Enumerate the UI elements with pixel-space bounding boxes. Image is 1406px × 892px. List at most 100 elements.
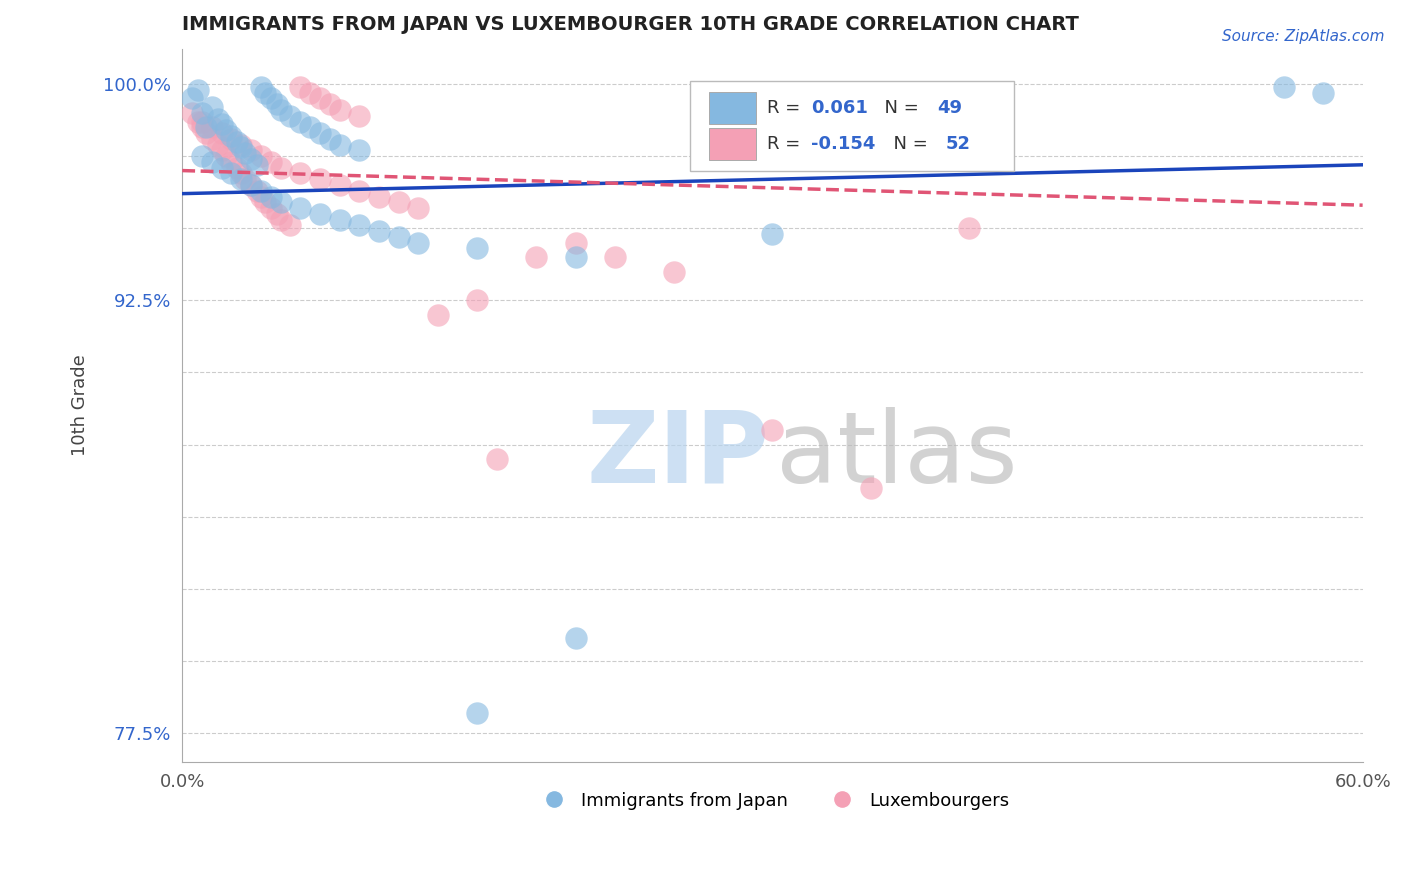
Point xyxy=(761,423,783,437)
Point xyxy=(211,126,233,140)
Point xyxy=(250,79,273,94)
Point xyxy=(211,161,233,175)
Point xyxy=(349,219,371,233)
Point xyxy=(260,189,283,203)
Point xyxy=(270,212,292,227)
Point xyxy=(233,146,256,161)
Point xyxy=(233,172,256,186)
Point xyxy=(240,144,263,158)
Point xyxy=(564,631,586,645)
Point xyxy=(250,184,273,198)
Point xyxy=(231,172,253,186)
Point xyxy=(290,79,312,94)
Text: R =: R = xyxy=(766,135,806,153)
Point xyxy=(201,132,224,146)
Point xyxy=(191,149,214,163)
Point xyxy=(349,109,371,123)
Point xyxy=(603,250,626,264)
Point xyxy=(240,178,263,192)
Point xyxy=(465,706,488,720)
Point xyxy=(231,137,253,152)
Point xyxy=(329,137,352,152)
Point xyxy=(194,126,217,140)
Point xyxy=(309,91,332,105)
Point xyxy=(280,109,302,123)
Point xyxy=(662,264,685,278)
Text: ZIP: ZIP xyxy=(586,407,769,504)
Point xyxy=(270,103,292,117)
Point xyxy=(246,184,269,198)
Y-axis label: 10th Grade: 10th Grade xyxy=(72,355,89,457)
Point xyxy=(187,114,209,128)
Text: R =: R = xyxy=(766,99,806,117)
Point xyxy=(211,117,233,131)
Point xyxy=(309,207,332,221)
Text: Source: ZipAtlas.com: Source: ZipAtlas.com xyxy=(1222,29,1385,44)
Point xyxy=(368,189,391,203)
Point xyxy=(408,235,430,250)
Point xyxy=(1312,86,1334,100)
Point xyxy=(299,120,322,135)
Point xyxy=(260,201,283,215)
Point xyxy=(957,221,980,235)
Text: -0.154: -0.154 xyxy=(811,135,876,153)
Point xyxy=(226,135,249,149)
Text: IMMIGRANTS FROM JAPAN VS LUXEMBOURGER 10TH GRADE CORRELATION CHART: IMMIGRANTS FROM JAPAN VS LUXEMBOURGER 10… xyxy=(183,15,1080,34)
Text: N =: N = xyxy=(873,99,924,117)
Point xyxy=(349,144,371,158)
Point xyxy=(221,166,243,180)
Point xyxy=(299,86,322,100)
Legend: Immigrants from Japan, Luxembourgers: Immigrants from Japan, Luxembourgers xyxy=(529,784,1017,817)
Point xyxy=(181,91,204,105)
Point xyxy=(240,152,263,166)
Point xyxy=(524,250,547,264)
Point xyxy=(270,195,292,210)
Point xyxy=(270,161,292,175)
Point xyxy=(253,195,276,210)
Point xyxy=(191,114,214,128)
Point xyxy=(187,83,209,97)
Point xyxy=(408,201,430,215)
Point xyxy=(260,155,283,169)
Point xyxy=(388,195,411,210)
Text: 49: 49 xyxy=(938,99,963,117)
Point xyxy=(221,128,243,143)
FancyBboxPatch shape xyxy=(690,81,1014,170)
Point xyxy=(221,132,243,146)
Point xyxy=(231,166,253,180)
Point xyxy=(465,293,488,308)
Point xyxy=(388,230,411,244)
Point xyxy=(319,97,342,112)
Point xyxy=(319,132,342,146)
Point xyxy=(253,86,276,100)
Point xyxy=(250,189,273,203)
Point xyxy=(207,112,229,126)
Point xyxy=(260,91,283,105)
FancyBboxPatch shape xyxy=(709,93,756,124)
Point xyxy=(329,212,352,227)
Point xyxy=(859,481,882,495)
Point xyxy=(181,106,204,120)
Point xyxy=(564,250,586,264)
Point xyxy=(368,224,391,238)
Point xyxy=(250,149,273,163)
Point xyxy=(290,166,312,180)
Point xyxy=(309,172,332,186)
Text: N =: N = xyxy=(882,135,934,153)
Point xyxy=(240,178,263,192)
Point xyxy=(194,120,217,135)
Point xyxy=(211,144,233,158)
Point xyxy=(427,308,450,322)
Text: atlas: atlas xyxy=(776,407,1018,504)
Point xyxy=(214,123,236,137)
Point xyxy=(309,126,332,140)
Point xyxy=(290,201,312,215)
Point xyxy=(214,149,236,163)
FancyBboxPatch shape xyxy=(709,128,756,160)
Point xyxy=(349,184,371,198)
Point xyxy=(191,120,214,135)
Point xyxy=(1272,79,1295,94)
Point xyxy=(329,103,352,117)
Point xyxy=(329,178,352,192)
Point xyxy=(191,106,214,120)
